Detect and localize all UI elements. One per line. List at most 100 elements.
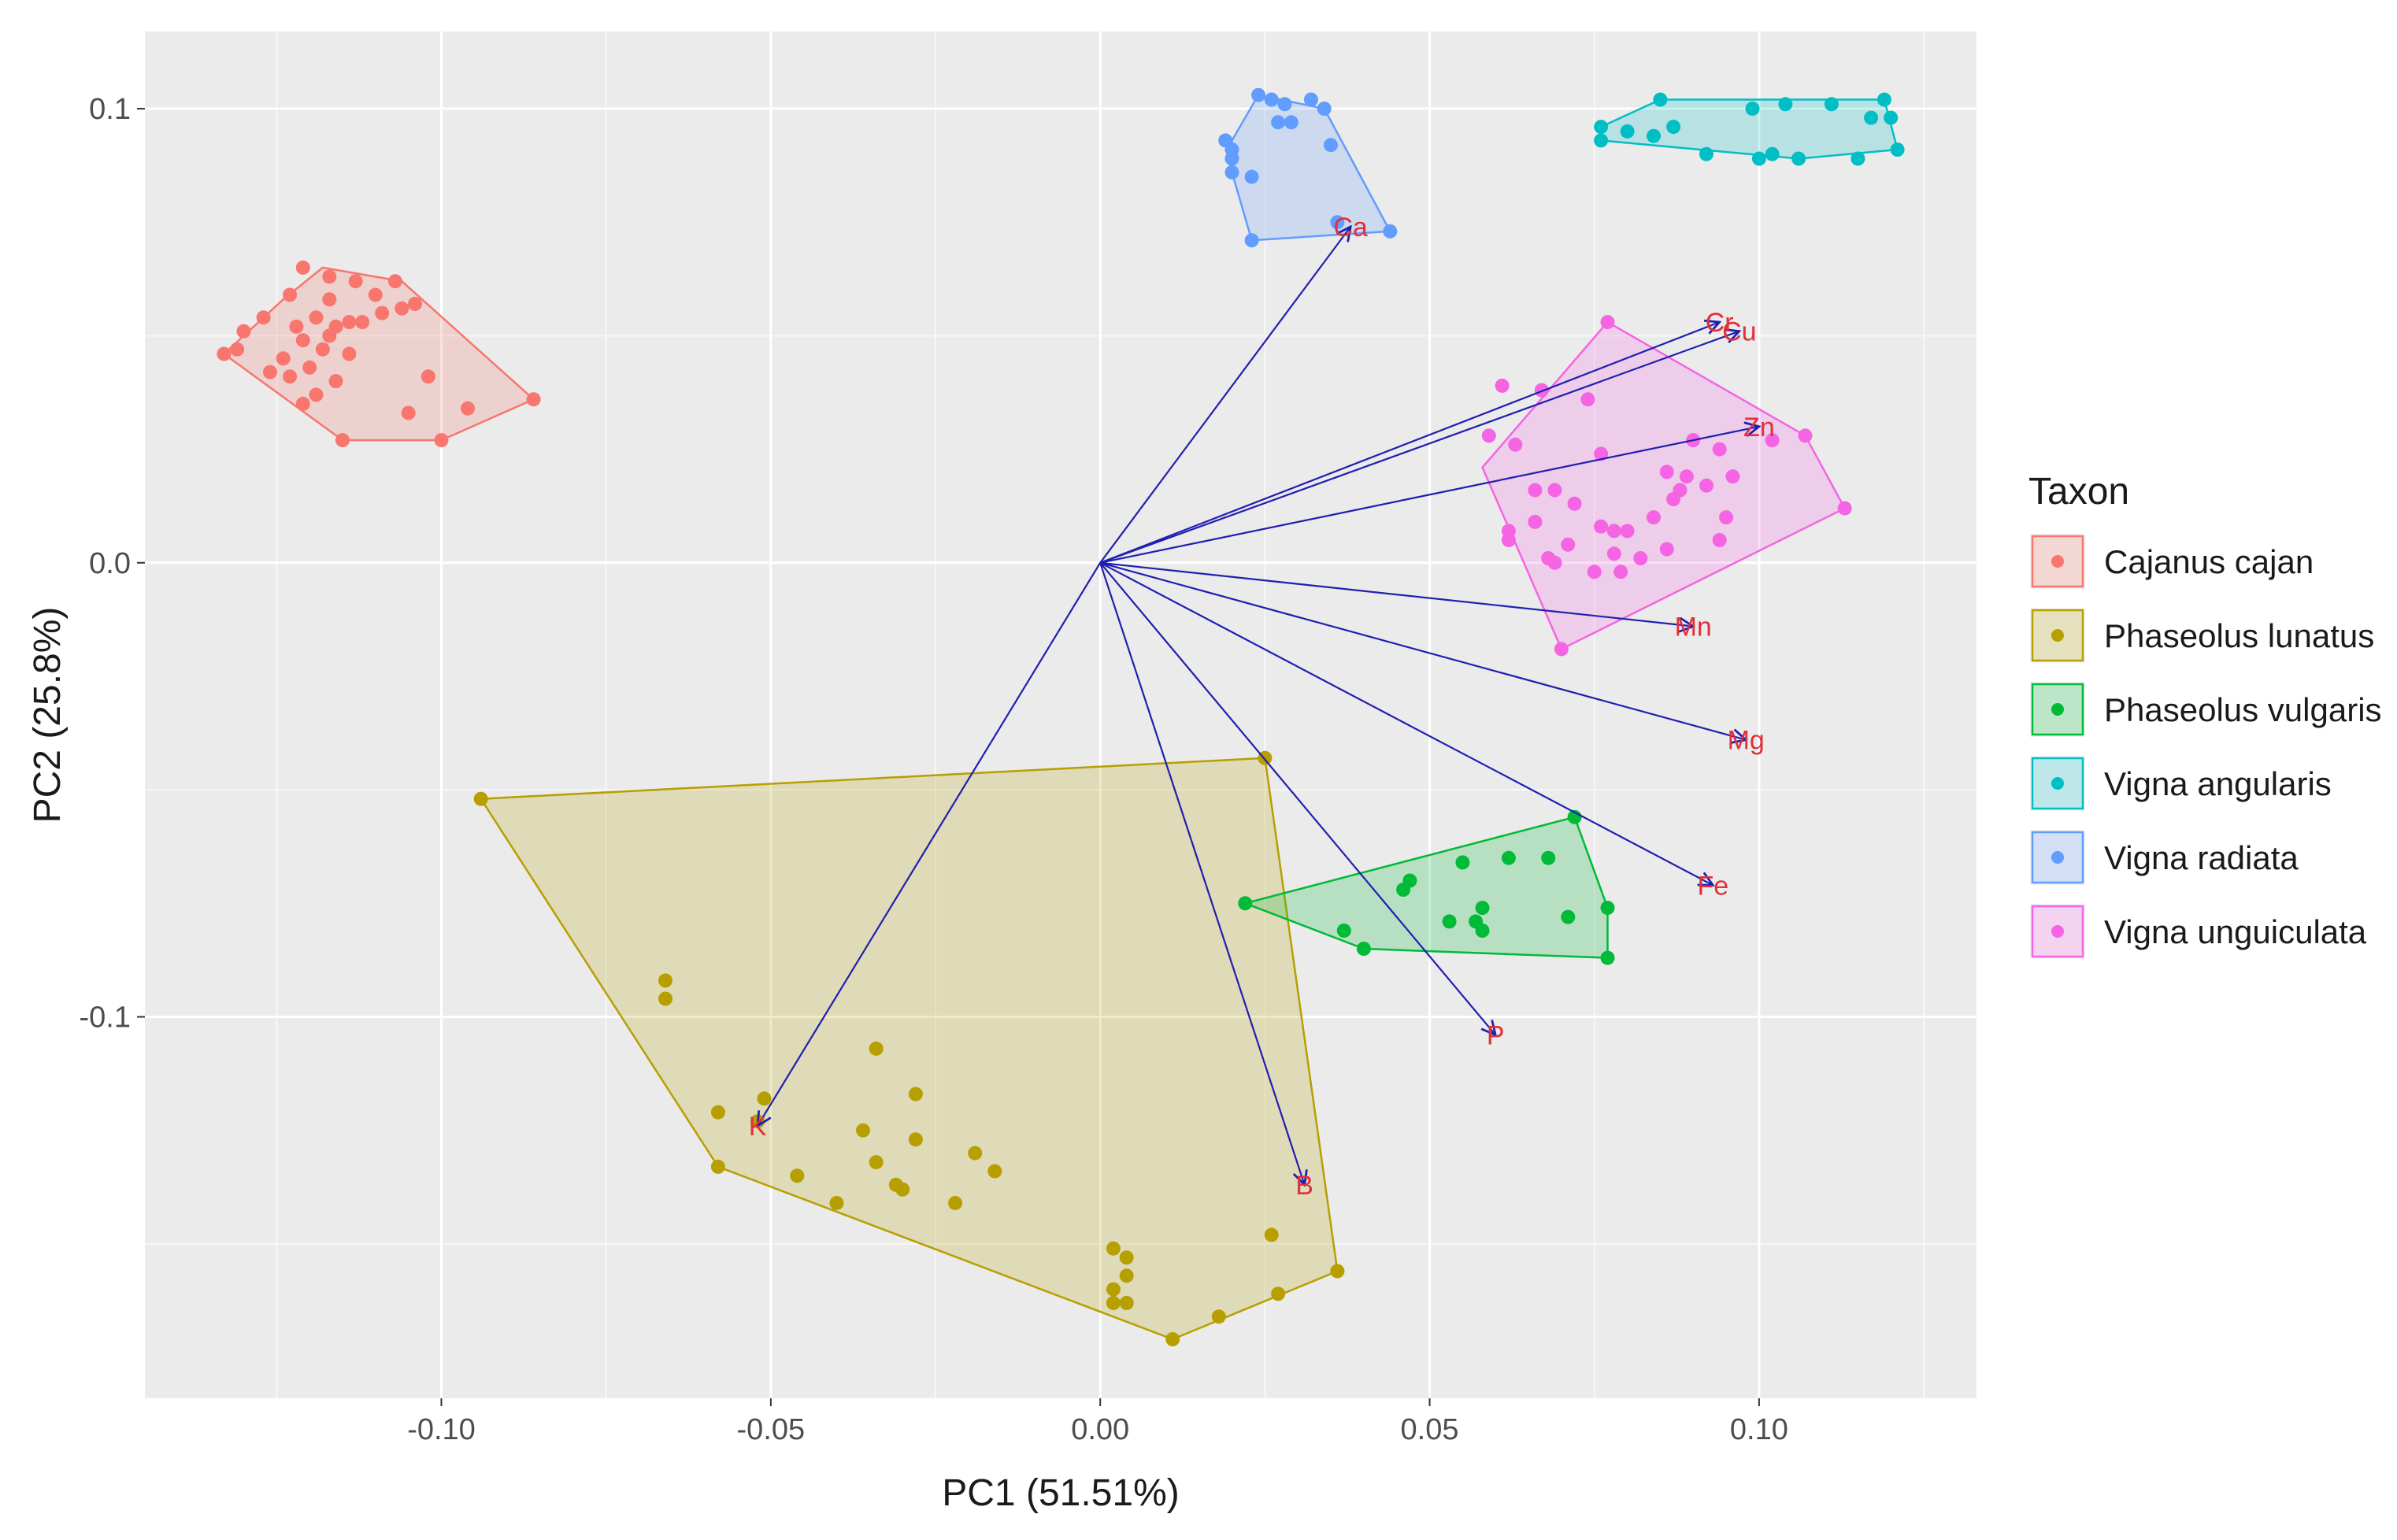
point-cajanus-cajan [289, 319, 304, 334]
point-phaseolus-lunatus [710, 1159, 725, 1174]
hull-phaseolus-lunatus [480, 757, 1339, 1341]
point-cajanus-cajan [395, 301, 409, 316]
loading-arrow-mg [1099, 561, 1746, 740]
point-cajanus-cajan [322, 269, 337, 284]
legend-point-cajanus-cajan [2051, 555, 2064, 568]
point-phaseolus-lunatus [1271, 1286, 1286, 1301]
point-phaseolus-lunatus [658, 973, 672, 988]
point-phaseolus-lunatus [473, 791, 488, 806]
loading-label-cu: Cu [1722, 317, 1756, 347]
point-cajanus-cajan [328, 374, 343, 389]
point-vigna-unguiculata [1725, 469, 1740, 484]
point-vigna-unguiculata [1587, 565, 1602, 579]
legend-label-cajanus-cajan: Cajanus cajan [2104, 543, 2314, 580]
point-vigna-unguiculata [1620, 524, 1635, 539]
point-phaseolus-lunatus [757, 1091, 772, 1106]
point-cajanus-cajan [401, 405, 416, 420]
loading-label-ca: Ca [1333, 213, 1368, 242]
point-cajanus-cajan [434, 433, 449, 448]
point-vigna-unguiculata [1633, 551, 1648, 565]
point-phaseolus-lunatus [1119, 1295, 1134, 1310]
point-vigna-radiata [1224, 165, 1239, 180]
legend-label-vigna-radiata: Vigna radiata [2104, 839, 2299, 876]
point-vigna-unguiculata [1712, 442, 1727, 457]
legend-key-vigna-unguiculata [2031, 905, 2084, 958]
loading-arrow-mn [1100, 561, 1693, 627]
point-vigna-angularis [1824, 97, 1839, 112]
point-phaseolus-lunatus [1330, 1264, 1345, 1279]
point-vigna-angularis [1876, 92, 1891, 107]
point-cajanus-cajan [295, 260, 310, 275]
point-cajanus-cajan [322, 328, 337, 343]
point-cajanus-cajan [368, 287, 383, 302]
point-cajanus-cajan [526, 392, 541, 407]
point-phaseolus-vulgaris [1238, 896, 1253, 911]
point-vigna-angularis [1594, 120, 1609, 135]
point-vigna-radiata [1317, 102, 1332, 116]
point-vigna-angularis [1653, 92, 1668, 107]
point-vigna-unguiculata [1659, 465, 1674, 479]
point-vigna-angularis [1620, 124, 1635, 139]
point-cajanus-cajan [342, 315, 357, 330]
point-phaseolus-lunatus [1106, 1241, 1121, 1256]
point-phaseolus-lunatus [895, 1182, 910, 1197]
point-vigna-angularis [1751, 151, 1766, 166]
point-vigna-unguiculata [1719, 510, 1734, 525]
loading-arrow-p [1099, 562, 1495, 1035]
point-phaseolus-lunatus [658, 991, 672, 1006]
point-vigna-unguiculata [1508, 437, 1523, 452]
legend-label-phaseolus-lunatus: Phaseolus lunatus [2104, 617, 2374, 654]
point-phaseolus-lunatus [869, 1041, 884, 1056]
data-points [217, 87, 1905, 1346]
point-vigna-unguiculata [1712, 533, 1727, 547]
point-phaseolus-lunatus [856, 1123, 870, 1138]
point-cajanus-cajan [335, 433, 350, 448]
point-vigna-angularis [1890, 143, 1905, 157]
point-phaseolus-lunatus [1119, 1250, 1134, 1265]
point-phaseolus-lunatus [908, 1087, 923, 1101]
point-cajanus-cajan [348, 274, 363, 289]
point-phaseolus-lunatus [1106, 1282, 1121, 1297]
x-tick-label: -0.10 [407, 1413, 476, 1446]
point-vigna-unguiculata [1837, 501, 1852, 516]
point-phaseolus-lunatus [1165, 1332, 1180, 1346]
point-vigna-angularis [1778, 97, 1793, 112]
point-vigna-radiata [1277, 97, 1292, 112]
point-cajanus-cajan [295, 333, 310, 348]
point-vigna-angularis [1745, 102, 1760, 116]
point-vigna-unguiculata [1699, 478, 1713, 493]
point-cajanus-cajan [217, 346, 232, 361]
point-vigna-unguiculata [1534, 383, 1549, 398]
point-vigna-radiata [1224, 151, 1239, 166]
point-cajanus-cajan [309, 310, 324, 325]
point-vigna-unguiculata [1594, 519, 1609, 534]
loading-label-fe: Fe [1697, 871, 1728, 901]
axes: -0.10 -0.05 0.00 0.05 0.10 -0.1 0.0 0.1 [80, 93, 1788, 1446]
point-vigna-unguiculata [1659, 542, 1674, 557]
loading-arrow-zn [1099, 427, 1759, 564]
point-phaseolus-lunatus [908, 1132, 923, 1147]
loading-label-k: K [749, 1112, 767, 1142]
point-cajanus-cajan [387, 274, 402, 289]
point-phaseolus-lunatus [1119, 1268, 1134, 1283]
point-cajanus-cajan [302, 360, 317, 375]
y-tick-label: 0.0 [89, 547, 131, 580]
loading-label-b: B [1295, 1171, 1313, 1201]
point-vigna-unguiculata [1547, 555, 1562, 570]
y-axis-title: PC2 (25.8%) [27, 607, 69, 824]
loading-arrow-k [758, 562, 1102, 1126]
hull-phaseolus-vulgaris [1244, 816, 1609, 959]
point-phaseolus-vulgaris [1455, 855, 1470, 870]
point-cajanus-cajan [256, 310, 271, 325]
point-phaseolus-lunatus [1211, 1309, 1226, 1324]
point-phaseolus-lunatus [710, 1105, 725, 1120]
point-vigna-angularis [1791, 151, 1806, 166]
point-phaseolus-vulgaris [1475, 901, 1490, 916]
point-vigna-unguiculata [1600, 315, 1615, 330]
point-cajanus-cajan [283, 287, 298, 302]
point-vigna-unguiculata [1606, 546, 1621, 561]
point-vigna-angularis [1699, 146, 1713, 161]
point-vigna-angularis [1594, 133, 1609, 148]
point-vigna-unguiculata [1501, 533, 1516, 547]
legend-point-phaseolus-lunatus [2051, 629, 2064, 642]
